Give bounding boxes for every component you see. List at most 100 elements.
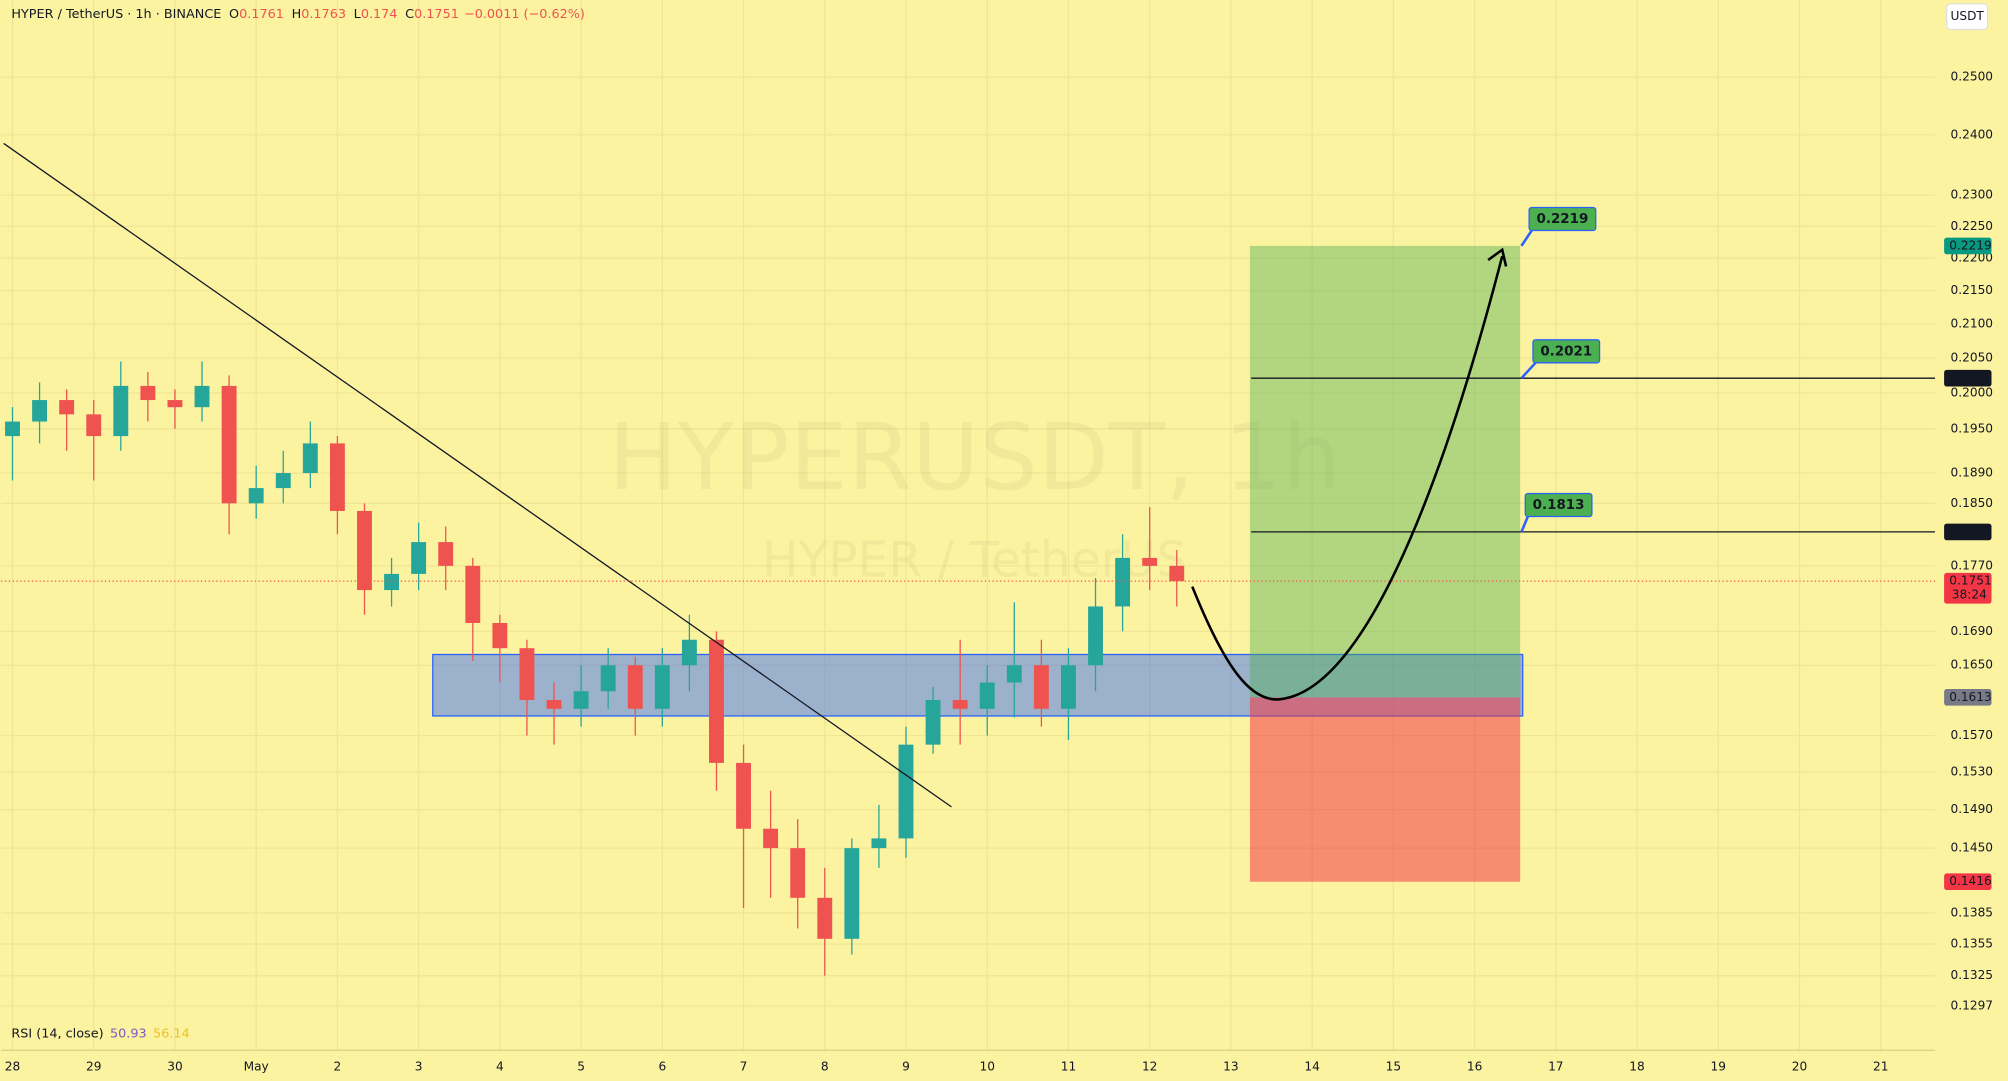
y-tick-label: 0.2300 [1951,188,1994,202]
x-tick-label: 9 [902,1059,910,1073]
candle-body [1006,665,1022,683]
callout-box [1524,492,1593,518]
candle-body [248,488,264,504]
x-tick-label: 13 [1223,1059,1238,1073]
price-tag-label: 0.2021 [1949,371,1992,385]
overlay: 0.2219 0.2021 0.1813 [1,206,1936,582]
grid [1,0,1936,1051]
callout-box [1532,339,1601,364]
x-tick-label: 14 [1304,1059,1320,1073]
x-tick-label: 4 [496,1059,504,1073]
candle-body [411,542,427,574]
y-tick-label: 0.1950 [1951,421,1994,435]
legend-header: HYPER / TetherUS · 1h · BINANCE O0.1761 H0… [11,7,585,22]
candle-body [329,443,345,511]
price-tag [1944,572,1992,604]
price-tag-label: 0.2219 [1949,238,1992,252]
y-tick-label: 0.2500 [1951,70,1994,84]
candle-body [59,400,75,415]
trend-line [3,142,952,808]
ohlc-value: 0.174 [361,7,398,22]
ohlc: O0.1761 H0.1763 L0.174 C0.1751 [229,7,459,22]
x-tick-label: 18 [1629,1059,1644,1073]
y-tick-label: 0.1490 [1951,802,1994,816]
symbol: HYPER / TetherUS · 1h · BINANCE [11,7,221,22]
y-tick-label: 0.2100 [1951,316,1994,330]
x-tick-label: 7 [740,1059,748,1073]
candle-body [275,473,291,489]
countdown: 38:24 [1952,588,1987,602]
x-tick-label: 2 [334,1059,342,1073]
projection-arrow [1191,255,1504,701]
candle-body [194,385,210,408]
x-tick-label: 8 [821,1059,829,1073]
candle-body [709,639,724,763]
x-tick-label: 5 [577,1059,585,1073]
y-tick-label: 0.1385 [1951,906,1994,920]
candle-body [492,622,508,649]
y-tick-label: 0.1770 [1951,558,1994,572]
indicator-legend: RSI (14, close) 50.93 56.14 [11,1026,189,1041]
y-tick-label: 0.1690 [1951,624,1994,638]
y-tick-label: 0.1325 [1951,968,1994,982]
y-tick-label: 0.1890 [1951,466,1994,480]
indicator-value: 56.14 [153,1026,190,1041]
y-tick-label: 0.1355 [1951,937,1994,951]
candle-body [302,443,318,474]
candle-body [952,699,968,709]
y-tick-label: 0.1570 [1951,728,1994,742]
y-tick-label: 0.2150 [1951,283,1994,297]
zones [432,245,1524,882]
y-tick-label: 0.2000 [1951,385,1994,399]
currency-button[interactable] [1946,3,1989,31]
candles [5,361,1185,976]
x-tick-label: 28 [5,1059,20,1073]
candle-body [86,414,102,437]
y-tick-label: 0.1450 [1951,841,1994,855]
candle-body [1088,606,1103,666]
candle-body [654,665,670,709]
ohlc-label: O [229,7,239,22]
candle-body [167,400,183,408]
arrow-head [1487,247,1508,267]
candle-body [32,400,48,422]
y-tick-label: 0.1530 [1951,765,1994,779]
price-tag [1944,523,1992,541]
x-tick-label: 15 [1386,1059,1401,1073]
change: −0.0011 (−0.62%) [464,7,585,22]
callout-box [1528,206,1597,232]
ohlc-value: 0.1763 [301,7,346,22]
candle-body [1142,557,1158,566]
callout-pointer [1520,361,1537,380]
x-tick-label: 12 [1142,1059,1157,1073]
candle-body [979,682,995,709]
candle-body [600,665,616,692]
x-tick-label: 11 [1061,1059,1076,1073]
callout-pointer [1520,229,1533,247]
price-tag [1944,873,1992,891]
x-tick-label: 17 [1548,1059,1563,1073]
candle-body [925,699,941,745]
price-tag-label: 0.1813 [1949,524,1992,538]
candle-body [519,648,535,700]
y-tick-label: 0.2400 [1951,127,1994,141]
candle-body [627,665,643,709]
candle-body [113,385,129,437]
candle-body [357,510,372,591]
ohlc-value: 0.1751 [414,7,459,22]
x-tick-label: 19 [1711,1059,1726,1073]
candle-body [465,565,481,623]
candle-body [573,691,589,709]
candle-body [817,897,833,939]
candle-body [763,828,779,849]
callout-label: 0.2219 [1537,212,1589,227]
currency-label[interactable]: USDT [1950,9,1984,23]
candle-body [1033,665,1049,709]
candle-body [681,639,697,666]
callout-label: 0.1813 [1533,498,1585,513]
candle-body [736,762,751,829]
profit-zone [1249,245,1521,698]
callout-pointer [1520,516,1530,533]
price-tag [1944,369,1992,387]
